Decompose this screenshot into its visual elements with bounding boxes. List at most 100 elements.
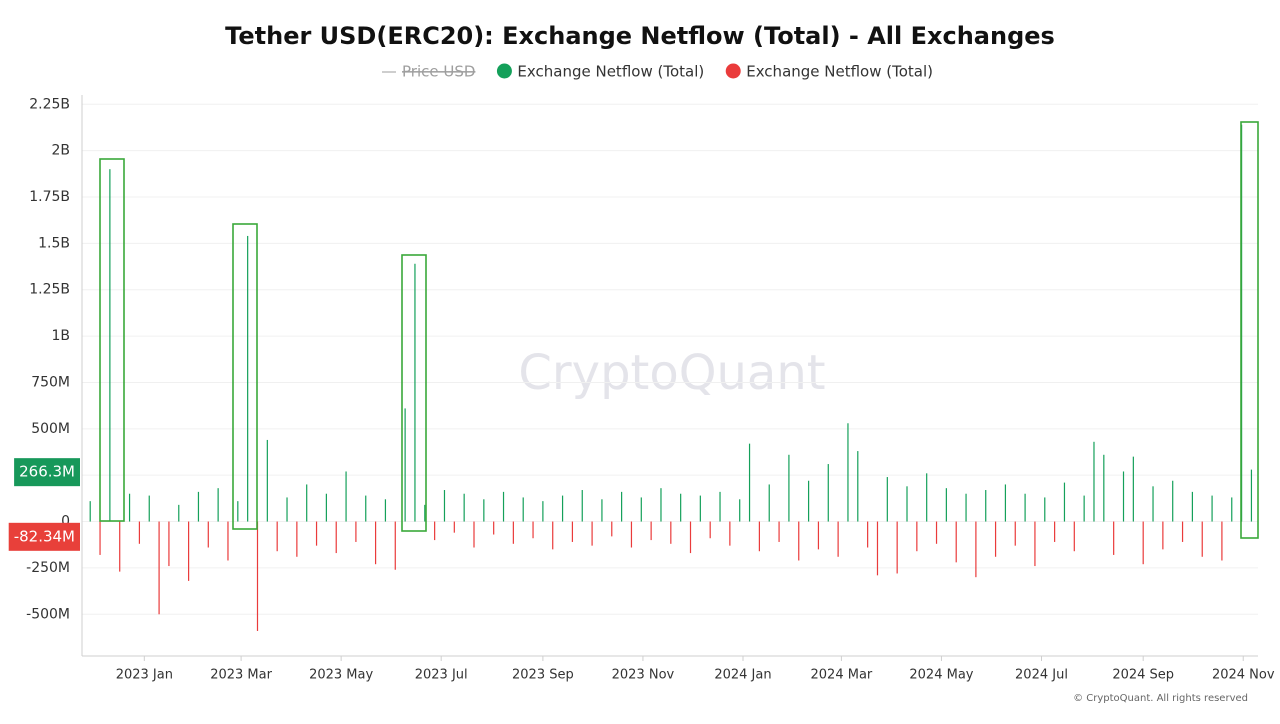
bar [296,521,298,557]
bar [945,488,947,522]
bar [621,491,623,522]
bar [729,521,731,546]
watermark: CryptoQuant [518,345,825,401]
bar [434,521,436,541]
bar [581,490,583,522]
bar [1231,497,1233,522]
bar [158,521,160,615]
bar [857,451,859,522]
bar [207,521,209,548]
bar [1162,521,1164,550]
x-tick-label: 2023 May [309,668,373,683]
grid: -500M-250M0250M500M750M1B1.25B1.5B1.75B2… [26,96,1275,682]
bar [119,521,121,572]
bar [660,488,662,522]
bar [611,521,613,537]
bar [926,473,928,522]
bar [483,499,485,522]
bar [148,495,150,522]
bar [276,521,278,552]
bar [1083,495,1085,522]
highlight-boxes [99,121,1259,539]
bar [965,493,967,522]
bar [306,484,308,522]
bar [1004,484,1007,522]
bar [1122,471,1125,522]
chart-title: Tether USD(ERC20): Exchange Netflow (Tot… [225,22,1055,50]
y-tick-label: 1.75B [29,189,70,205]
bar [345,471,347,522]
bar [985,490,987,522]
bar [266,439,268,522]
bar [817,521,820,550]
highlight-box [401,254,427,532]
bar [365,495,367,522]
bar [256,521,259,631]
legend-label: Exchange Netflow (Total) [517,63,704,81]
bar [591,521,593,546]
y-tick-label: 500M [31,421,70,437]
bar [837,521,839,557]
bar [522,497,524,522]
bar [247,235,249,522]
x-tick-label: 2024 Nov [1212,668,1275,683]
bar [1201,521,1203,557]
bar [1063,482,1066,522]
bar [1034,521,1036,567]
bar [424,504,426,522]
bar [1211,495,1213,522]
bar [443,490,446,522]
bar [335,521,337,554]
bar [473,521,475,548]
y-tick-label: 750M [31,374,70,390]
bar [807,480,810,522]
x-tick-label: 2024 Mar [811,668,873,683]
bar [1152,486,1154,522]
bar [680,493,682,522]
bar [325,493,327,522]
bar [1054,521,1056,542]
bar [689,521,692,554]
bar [719,491,721,522]
bar [1093,441,1095,522]
highlight-box [1240,121,1259,539]
bar [414,263,416,522]
bar [315,521,318,546]
bar [630,521,633,548]
bar [699,495,701,522]
bar [788,454,790,522]
x-tick-label: 2024 Sep [1112,668,1174,683]
x-tick-label: 2023 Jan [116,668,173,683]
value-badge [8,522,80,551]
bar [109,169,111,522]
bar [188,521,190,581]
bar [89,501,91,522]
bar [227,521,229,561]
bar [1142,521,1144,565]
bar [739,499,741,522]
x-tick-label: 2023 Sep [512,668,574,683]
bar [99,521,101,555]
bar [768,484,770,522]
bar [178,504,180,522]
highlight-box [99,158,125,522]
bar [1024,493,1026,522]
bar [847,423,849,522]
bar [1014,521,1016,546]
bar [128,493,131,522]
x-tick-label: 2024 May [909,668,973,683]
bar [374,521,377,565]
bar [138,521,141,544]
x-tick-label: 2024 Jul [1015,668,1068,683]
y-tick-label: 1.25B [29,282,70,298]
bar [886,477,888,522]
footer: © CryptoQuant. All rights reserved [1073,693,1248,704]
bar [502,491,505,522]
bar [571,521,574,542]
bar [1221,521,1223,561]
bar [463,493,465,522]
y-tick-label: -500M [26,606,70,622]
bar [1132,456,1134,522]
x-tick-label: 2023 Jul [415,668,468,683]
bar [493,521,495,535]
